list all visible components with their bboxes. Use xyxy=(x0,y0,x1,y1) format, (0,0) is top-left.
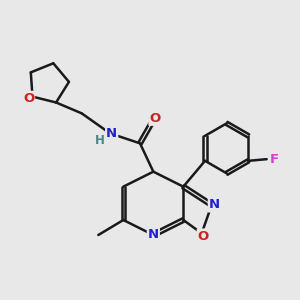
Text: N: N xyxy=(106,127,117,140)
Text: H: H xyxy=(94,134,104,147)
Text: O: O xyxy=(198,230,209,242)
Text: F: F xyxy=(269,153,278,166)
Text: O: O xyxy=(23,92,34,105)
Text: N: N xyxy=(209,199,220,212)
Text: N: N xyxy=(148,229,159,242)
Text: O: O xyxy=(149,112,161,125)
